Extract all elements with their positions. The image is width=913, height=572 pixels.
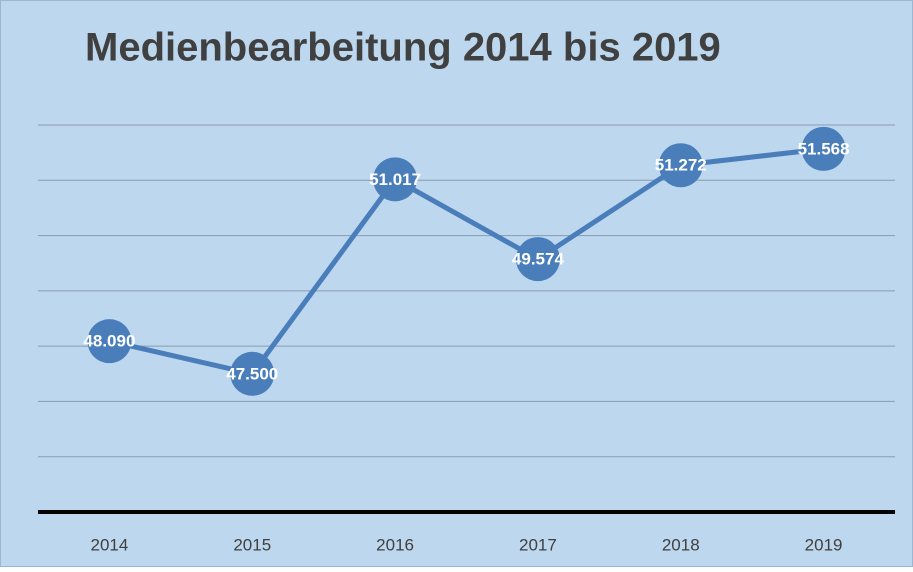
data-point (87, 319, 132, 364)
data-label: 51.017 (369, 170, 421, 189)
x-tick-label: 2015 (233, 535, 271, 554)
data-point (658, 143, 703, 188)
data-label: 51.568 (798, 139, 850, 158)
data-label: 48.090 (83, 332, 135, 351)
data-point (373, 157, 418, 202)
chart-title: Medienbearbeitung 2014 bis 2019 (85, 26, 721, 70)
x-tick-label: 2019 (805, 535, 843, 554)
data-label: 49.574 (512, 250, 565, 269)
data-label: 51.272 (655, 156, 707, 175)
x-tick-label: 2017 (519, 535, 557, 554)
data-point (230, 351, 275, 396)
data-point (801, 126, 846, 171)
data-point (515, 237, 560, 282)
series-line (108, 146, 824, 377)
x-tick-label: 2018 (662, 535, 700, 554)
x-tick-label: 2014 (91, 535, 129, 554)
data-label: 47.500 (226, 364, 278, 383)
x-tick-label: 2016 (376, 535, 414, 554)
